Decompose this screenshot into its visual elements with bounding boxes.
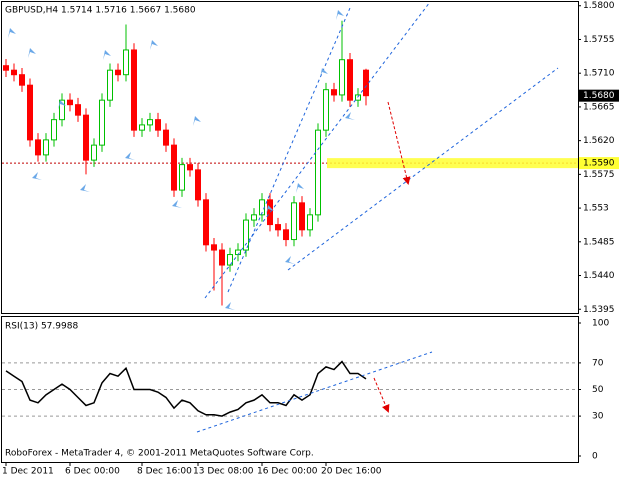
rsi-tick-label: 70 [592,358,604,368]
x-tick-label: 8 Dec 16:00 [137,467,192,477]
candle-body [115,69,121,76]
price-label-box [579,89,619,102]
rsi-tick-label: 100 [592,319,609,329]
candle-body [179,164,185,191]
candle-body [355,94,361,101]
candle-body [339,59,345,96]
candle-body [3,65,9,71]
y-tick-label: 1.553 [583,204,609,214]
candle-body [291,202,297,241]
candle-body [147,119,153,126]
plot-layer: 1.58001.57551.57101.56651.56201.55751.55… [2,1,619,477]
level-label-box [579,157,619,170]
candle-body [307,214,313,231]
candle-body [35,139,41,156]
candle-body [11,69,17,76]
candle-body [251,214,257,221]
candle-body [347,59,353,101]
candle-body [107,69,113,101]
forecast-arrow [387,101,411,185]
candle-body [131,49,137,131]
candle-body [163,129,169,146]
forecast-arrow [373,377,390,413]
candle-body [59,99,65,121]
trend-line [196,351,433,433]
y-tick-label: 1.5755 [583,35,615,45]
candle-body [67,99,73,106]
candle-body [91,144,97,161]
y-tick-label: 1.5395 [583,305,615,315]
candle-body [227,254,233,266]
trend-line [287,67,559,271]
candle-body [219,249,225,266]
candle-body [267,199,273,226]
candle-body [139,124,145,131]
footer: RoboForex - MetaTrader 4, © 2001-2011 Me… [5,449,314,459]
candle-body [171,144,177,191]
candle-body [99,99,105,146]
x-tick-label: 6 Dec 00:00 [65,467,120,477]
candle-body [275,224,281,231]
rsi-tick-label: 0 [592,452,598,462]
candle-body [283,229,289,241]
candle-body [315,129,321,216]
candle-body [27,84,33,141]
candle-body [243,219,249,251]
level-band [327,158,578,169]
candle-body [187,164,193,171]
candle-body [123,49,129,76]
rsi-line [5,360,367,417]
x-tick-label: 13 Dec 08:00 [193,467,254,477]
y-tick-label: 1.5485 [583,237,615,247]
trend-line [204,1,431,299]
price-label: 1.5680 [583,91,615,101]
y-tick-label: 1.5440 [583,271,615,281]
candle-body [331,89,337,96]
candle-body [83,114,89,161]
x-tick-label: 1 Dec 2011 [2,467,54,477]
indicator-title: RSI(13) 57.9988 [5,322,78,332]
y-tick-label: 1.5620 [583,136,615,146]
x-tick-label: 20 Dec 16:00 [321,467,382,477]
chart-title: GBPUSD,H4 1.5714 1.5716 1.5667 1.5680 [5,6,196,16]
candle-body [155,119,161,131]
candle-body [323,89,329,131]
main-pane [1,1,579,314]
candle-body [203,199,209,246]
candle-body [51,119,57,141]
candle-body [75,104,81,116]
y-tick-label: 1.5710 [583,69,615,79]
y-tick-label: 1.5665 [583,102,615,112]
candle-body [363,69,369,97]
rsi-tick-label: 30 [592,412,604,422]
candle-body [299,202,305,231]
y-tick-label: 1.5575 [583,170,615,180]
candle-body [19,74,25,86]
candle-body [195,169,201,201]
y-tick-label: 1.5800 [583,1,615,11]
candle-body [211,244,217,251]
x-tick-label: 16 Dec 00:00 [257,467,318,477]
rsi-tick-label: 50 [592,385,604,395]
candle-body [43,139,49,156]
level-label: 1.5590 [583,159,615,169]
